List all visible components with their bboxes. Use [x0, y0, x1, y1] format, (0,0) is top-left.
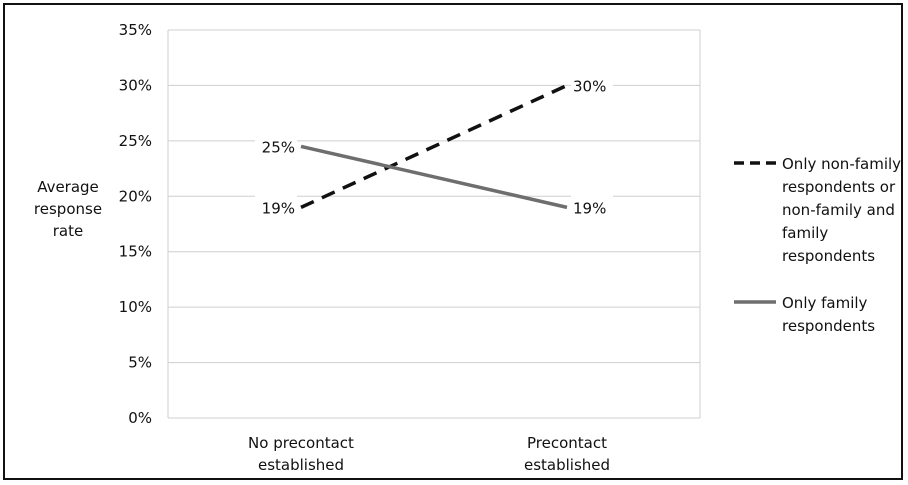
legend-label-1: non-family and: [782, 201, 895, 219]
y-tick-label: 25%: [119, 132, 152, 150]
data-label-bg: [255, 195, 297, 218]
x-category-label: established: [258, 456, 344, 474]
gridlines: [167, 29, 701, 419]
y-axis-label: Average response rate: [34, 178, 102, 240]
legend-label-2: respondents: [782, 317, 875, 335]
data-label-bg: [255, 134, 297, 157]
y-axis-ticks: 0% 5% 10% 15% 20% 25% 30% 35%: [119, 21, 152, 427]
y-tick-label: 10%: [119, 298, 152, 316]
data-label: 25%: [262, 138, 295, 156]
y-axis-label-line: response: [34, 200, 102, 218]
series-lines: [300, 83, 568, 210]
data-label: 19%: [573, 199, 606, 217]
x-axis-categories: No precontact established Precontact establ…: [248, 434, 610, 474]
y-tick-label: 20%: [119, 187, 152, 205]
legend-label-2: Only family: [782, 294, 868, 312]
y-tick-label: 35%: [119, 21, 152, 39]
y-axis-label-line: Average: [37, 178, 99, 196]
x-category-label: established: [524, 456, 610, 474]
y-tick-label: 30%: [119, 76, 152, 94]
series-line-1: [300, 83, 568, 209]
x-category-label: Precontact: [527, 434, 607, 452]
data-labels: 19% 30% 25% 19%: [255, 73, 613, 218]
y-tick-label: 15%: [119, 243, 152, 261]
chart-frame: [3, 3, 903, 480]
legend-label-1: Only non-family: [782, 155, 901, 173]
data-label-bg: [571, 195, 613, 218]
data-label: 19%: [262, 199, 295, 217]
data-label-bg: [571, 73, 613, 96]
y-axis-label-line: rate: [53, 222, 83, 240]
legend-label-1: respondents: [782, 247, 875, 265]
y-tick-label: 5%: [128, 354, 152, 372]
y-tick-label: 0%: [128, 409, 152, 427]
legend-label-1: respondents or: [782, 178, 896, 196]
series-line-2: [300, 144, 568, 210]
x-category-label: No precontact: [248, 434, 354, 452]
data-label: 30%: [573, 77, 606, 95]
legend-label-1: family: [782, 224, 828, 242]
legend: Only non-family respondents or non-family …: [734, 155, 901, 335]
